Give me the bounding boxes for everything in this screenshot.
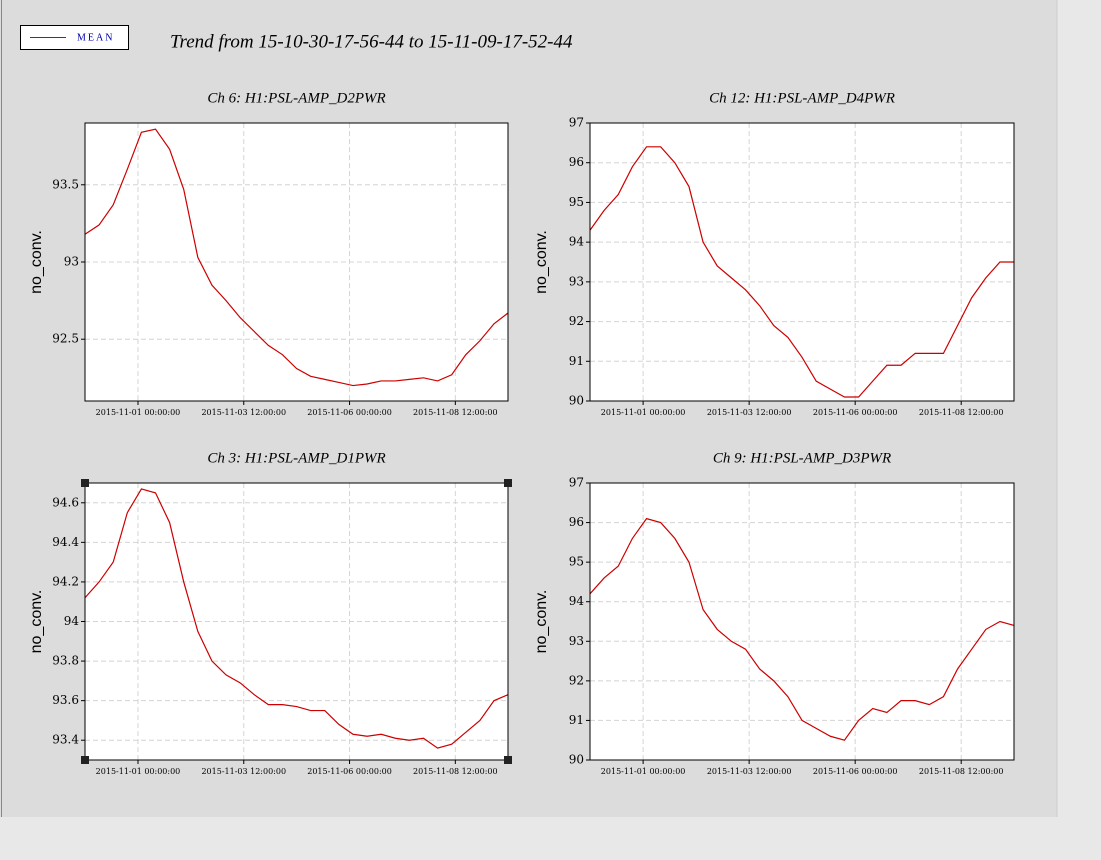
y-tick-label: 94: [569, 235, 585, 249]
legend-label: MEAN: [77, 32, 114, 43]
x-tick-label: 2015-11-06 00:00:00: [813, 767, 898, 776]
x-tick-label: 2015-11-06 00:00:00: [813, 408, 898, 417]
plot-frame: [84, 482, 509, 761]
x-tick-label: 2015-11-03 12:00:00: [707, 408, 792, 417]
plot-frame: [589, 482, 1015, 761]
chart-title: Ch 9: H1:PSL-AMP_D3PWR: [713, 450, 891, 466]
y-tick-label: 93: [569, 634, 584, 648]
chart-title: Ch 6: H1:PSL-AMP_D2PWR: [207, 90, 385, 106]
selection-handle: [81, 479, 89, 487]
y-tick-label: 93: [569, 274, 584, 288]
plot-area: [590, 483, 1014, 760]
x-tick-label: 2015-11-03 12:00:00: [201, 408, 286, 417]
plot-frame: [589, 122, 1015, 402]
y-tick-label: 94.6: [52, 495, 79, 509]
x-tick-label: 2015-11-06 00:00:00: [307, 767, 392, 776]
data-line: [589, 517, 1015, 741]
y-tick-label: 93.6: [52, 693, 79, 707]
y-tick-label: 90: [569, 394, 584, 408]
selection-handle: [504, 756, 512, 764]
data-line: [84, 488, 509, 749]
y-tick-label: 95: [569, 195, 584, 209]
y-tick-label: 94.2: [52, 574, 79, 588]
y-tick-label: 90: [569, 753, 584, 767]
y-axis-label: no_conv.: [533, 230, 550, 294]
x-tick-label: 2015-11-08 12:00:00: [919, 767, 1004, 776]
x-tick-label: 2015-11-01 00:00:00: [601, 408, 686, 417]
y-tick-label: 96: [569, 515, 584, 529]
y-axis-label: no_conv.: [28, 590, 45, 654]
selection-handle: [504, 479, 512, 487]
chart-title: Ch 12: H1:PSL-AMP_D4PWR: [709, 90, 895, 106]
x-tick-label: 2015-11-01 00:00:00: [601, 767, 686, 776]
y-tick-label: 92: [569, 314, 584, 328]
selection-handle: [81, 756, 89, 764]
y-tick-label: 92.5: [52, 332, 79, 346]
y-tick-label: 93.5: [52, 177, 79, 191]
y-axis-label: no_conv.: [533, 590, 550, 654]
x-tick-label: 2015-11-01 00:00:00: [96, 767, 181, 776]
y-tick-label: 93.8: [52, 654, 79, 668]
x-tick-label: 2015-11-03 12:00:00: [707, 767, 792, 776]
x-tick-label: 2015-11-01 00:00:00: [96, 408, 181, 417]
data-line: [589, 146, 1014, 398]
y-tick-label: 91: [569, 713, 584, 727]
y-tick-label: 97: [569, 476, 584, 490]
y-tick-label: 93.4: [52, 733, 79, 747]
y-tick-label: 91: [569, 354, 584, 368]
y-tick-label: 96: [569, 155, 584, 169]
y-tick-label: 93: [64, 255, 79, 269]
x-tick-label: 2015-11-08 12:00:00: [413, 408, 498, 417]
y-axis-label: no_conv.: [28, 230, 45, 294]
y-tick-label: 97: [569, 116, 584, 130]
x-tick-label: 2015-11-03 12:00:00: [201, 767, 286, 776]
y-tick-label: 95: [569, 555, 584, 569]
y-tick-label: 94: [569, 594, 585, 608]
plot-area: [590, 123, 1014, 401]
x-tick-label: 2015-11-08 12:00:00: [413, 767, 498, 776]
data-line: [84, 128, 509, 387]
y-tick-label: 92: [569, 673, 584, 687]
y-tick-label: 94.4: [52, 535, 79, 549]
chart-title: Ch 3: H1:PSL-AMP_D1PWR: [207, 450, 385, 466]
x-tick-label: 2015-11-08 12:00:00: [919, 408, 1004, 417]
plot-frame: [84, 122, 509, 402]
page-title: Trend from 15-10-30-17-56-44 to 15-11-09…: [170, 31, 573, 52]
y-tick-label: 94: [64, 614, 80, 628]
x-tick-label: 2015-11-06 00:00:00: [307, 408, 392, 417]
